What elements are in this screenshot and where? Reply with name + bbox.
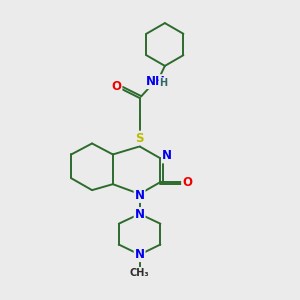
Text: CH₃: CH₃: [130, 268, 149, 278]
Text: O: O: [182, 176, 192, 189]
Text: N: N: [135, 208, 145, 221]
Text: H: H: [159, 78, 167, 88]
Text: N: N: [135, 189, 145, 202]
Text: N: N: [162, 149, 172, 162]
Text: N: N: [135, 248, 145, 261]
Text: S: S: [135, 132, 144, 145]
Text: NH: NH: [146, 75, 166, 88]
Text: O: O: [111, 80, 122, 93]
